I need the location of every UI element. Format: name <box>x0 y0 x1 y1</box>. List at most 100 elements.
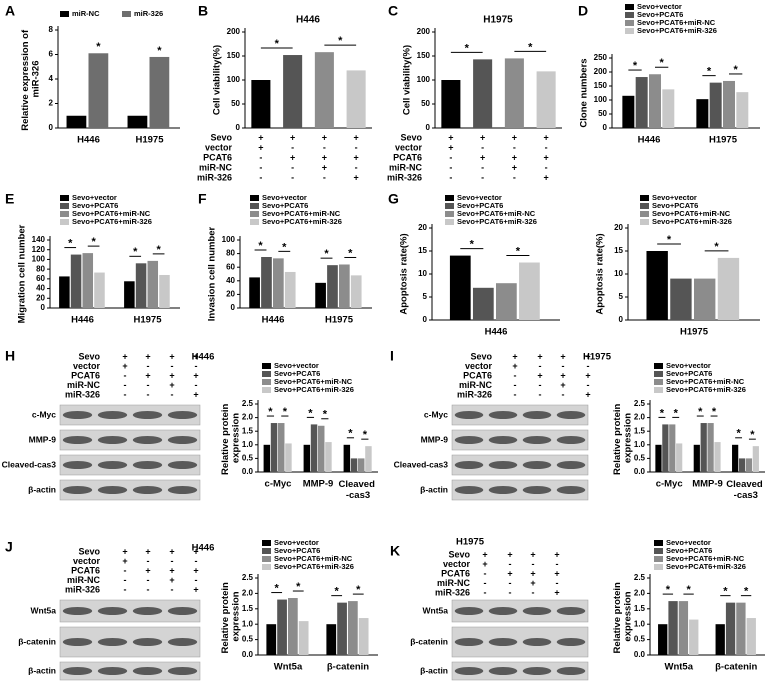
y-tick-label: 80 <box>36 264 45 273</box>
bar <box>746 618 756 655</box>
y-tick-label: 100 <box>222 235 236 244</box>
legend-label: Sevo+PCAT6+miR-326 <box>274 385 354 394</box>
x-tick-label: H446 <box>638 135 661 146</box>
y-tick-label: 40 <box>226 276 235 285</box>
condition-label: Sevo <box>210 132 232 142</box>
legend-swatch <box>625 12 634 18</box>
condition-mark: - <box>513 172 516 182</box>
condition-mark: + <box>353 132 358 142</box>
legend-swatch <box>250 195 259 201</box>
bar <box>339 264 350 308</box>
y-tick-label: 0 <box>236 123 241 132</box>
panel-letter: E <box>5 191 14 207</box>
blot-band <box>556 667 586 675</box>
bar <box>261 257 272 308</box>
blot-band <box>167 486 198 494</box>
condition-mark: + <box>145 546 150 556</box>
x-tick-label: H1975 <box>136 135 165 146</box>
bar <box>285 443 292 472</box>
condition-mark: + <box>480 132 485 142</box>
significance: * <box>323 409 328 421</box>
blot-band <box>454 461 484 469</box>
significance: * <box>348 428 353 440</box>
band-label: β-catenin <box>18 636 56 646</box>
condition-mark: - <box>587 380 590 390</box>
condition-mark: - <box>291 142 294 152</box>
condition-mark: + <box>554 549 559 559</box>
condition-mark: + <box>193 370 198 380</box>
significance: * <box>736 428 741 440</box>
condition-mark: + <box>322 132 327 142</box>
legend-label: Sevo+vector <box>666 361 711 370</box>
significance: * <box>465 42 470 54</box>
significance: * <box>133 246 138 258</box>
condition-label: miR-NC <box>67 380 100 390</box>
condition-mark: + <box>585 351 590 361</box>
panel-letter: B <box>198 3 208 19</box>
x-tick-label: MMP-9 <box>303 479 334 490</box>
blot-band <box>132 436 163 444</box>
y-tick-label: 0 <box>231 303 236 312</box>
blot-band <box>167 436 198 444</box>
label-line: Relative expression of <box>19 27 30 130</box>
y-axis-label: Relative expression of miR-326 <box>19 27 41 130</box>
condition-label: Sevo <box>78 546 100 556</box>
significance: * <box>723 586 728 598</box>
band-label: β-actin <box>28 665 56 675</box>
legend-swatch <box>625 4 634 10</box>
y-tick-label: 120 <box>32 245 46 254</box>
blot-title: H1975 <box>583 352 612 363</box>
condition-mark: - <box>545 142 548 152</box>
bar <box>504 58 524 128</box>
panel-letter: D <box>578 3 588 19</box>
condition-mark: + <box>258 142 263 152</box>
condition-mark: + <box>507 549 512 559</box>
condition-mark: + <box>169 380 174 390</box>
bar <box>669 424 676 472</box>
condition-mark: - <box>259 172 262 182</box>
y-tick-label: 2.5 <box>242 573 254 582</box>
condition-mark: + <box>543 172 548 182</box>
blot-title: H446 <box>192 543 215 554</box>
blot-strip <box>451 599 589 623</box>
blot-band <box>62 638 93 646</box>
bar <box>310 424 318 472</box>
panel-letter: A <box>5 3 15 19</box>
significance: * <box>91 236 96 248</box>
legend-label: Sevo+vector <box>652 193 697 202</box>
significance: * <box>686 584 691 596</box>
blot-band <box>132 486 163 494</box>
y-tick-label: 140 <box>32 235 46 244</box>
bar <box>66 115 87 128</box>
bar <box>327 265 338 308</box>
condition-mark: + <box>530 578 535 588</box>
bar <box>298 621 309 655</box>
bar <box>536 71 556 128</box>
blot-strip <box>59 454 201 476</box>
y-tick-label: 1.5 <box>242 426 254 435</box>
condition-mark: - <box>171 361 174 371</box>
legend-label: Sevo+PCAT6+miR-326 <box>457 217 537 226</box>
significance: * <box>660 407 665 419</box>
bar <box>714 442 721 472</box>
legend-swatch <box>640 195 649 201</box>
significance: * <box>528 41 533 53</box>
blot-band <box>556 461 586 469</box>
condition-mark: - <box>484 578 487 588</box>
condition-mark: - <box>556 578 559 588</box>
y-tick-label: 20 <box>614 223 623 232</box>
blot-band <box>132 667 163 675</box>
blot-band <box>97 411 128 419</box>
condition-label: miR-NC <box>67 575 100 585</box>
condition-label: vector <box>73 361 101 371</box>
legend-swatch <box>640 211 649 217</box>
y-tick-label: 2.0 <box>634 413 646 422</box>
condition-mark: + <box>322 162 327 172</box>
bar <box>147 260 159 308</box>
blot-band <box>488 411 518 419</box>
blot-band <box>62 461 93 469</box>
x-tick-label: H1975 <box>680 327 709 338</box>
x-tick-label: H446 <box>485 327 508 338</box>
bar <box>325 442 332 472</box>
bar <box>725 602 736 655</box>
